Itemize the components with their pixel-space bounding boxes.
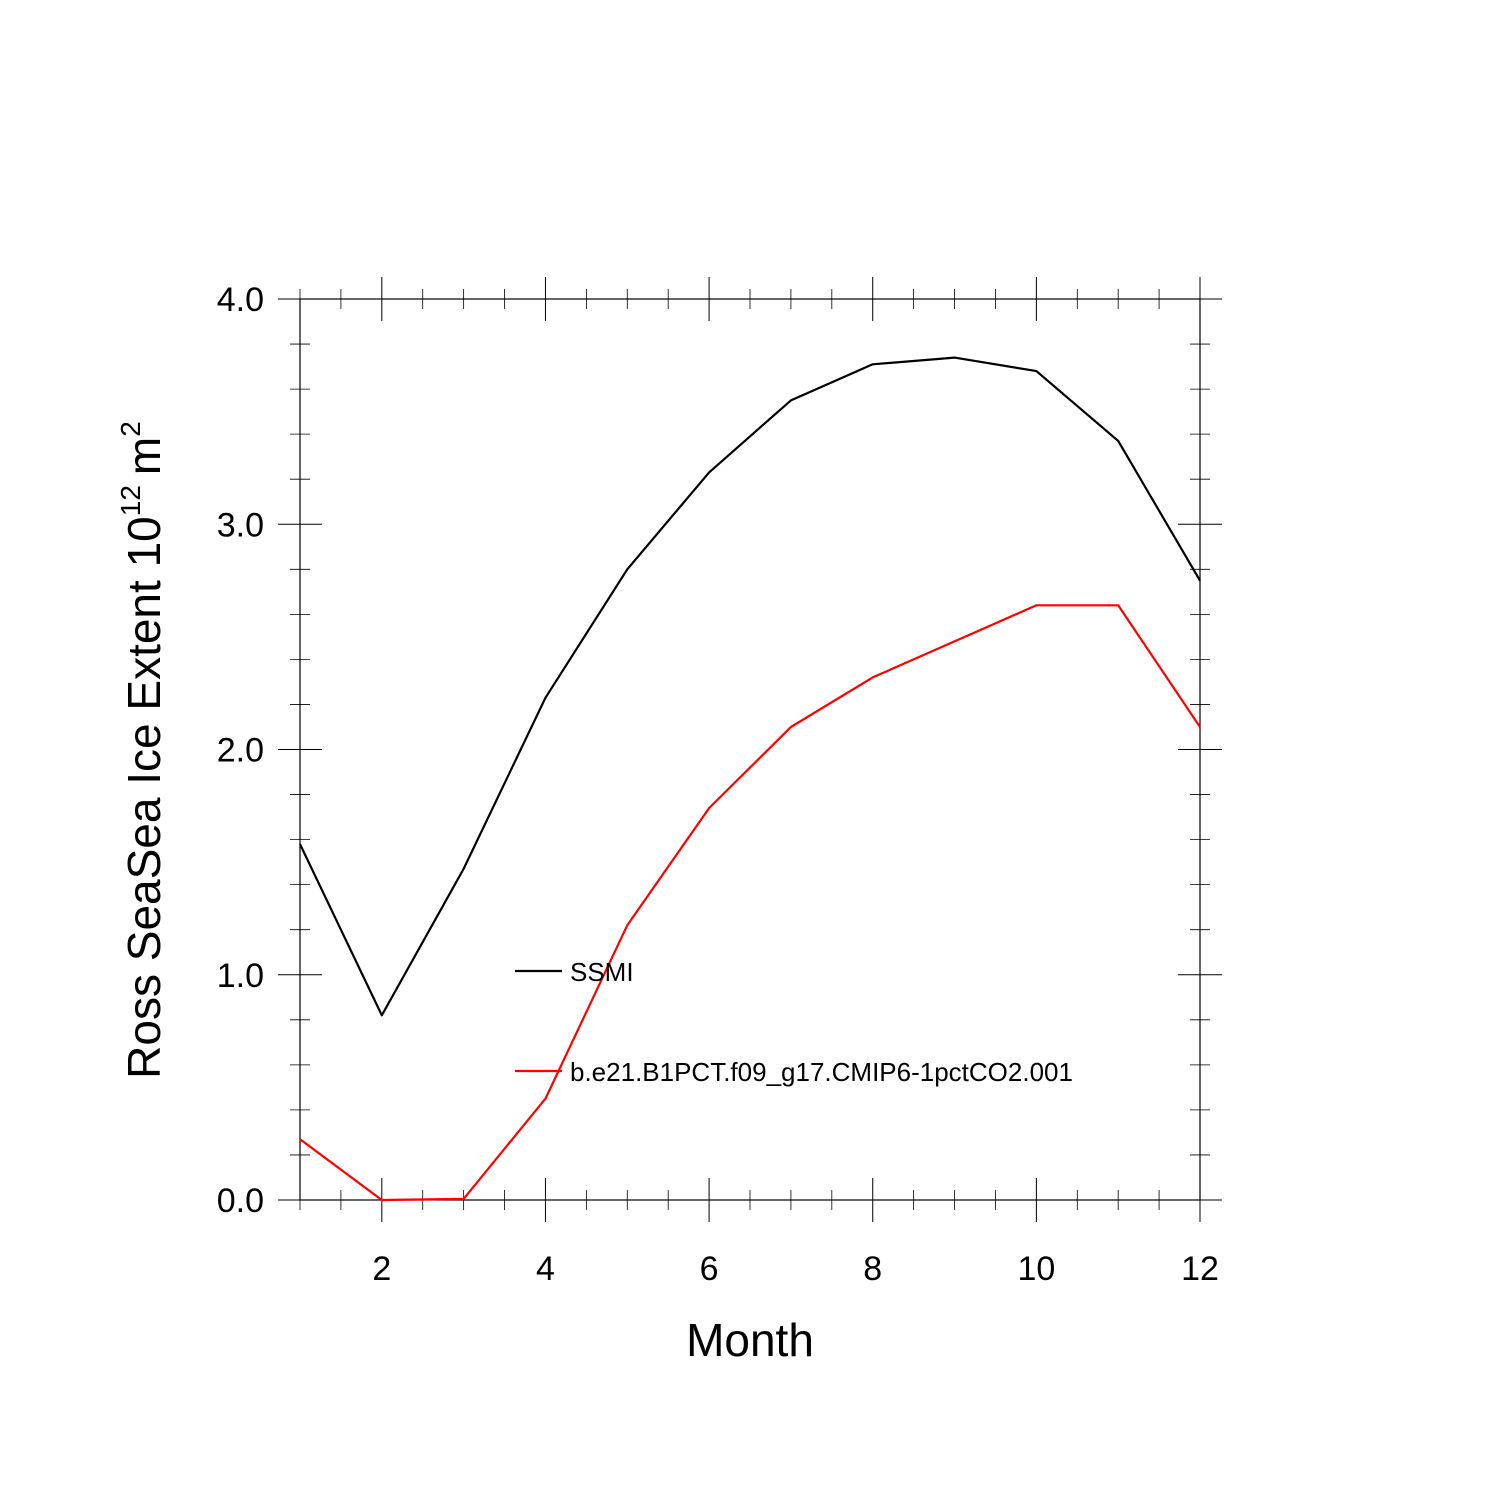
axis-ticks bbox=[278, 277, 1222, 1222]
y-tick-label: 1.0 bbox=[217, 957, 264, 995]
y-axis-title-unit-exponent: 2 bbox=[115, 421, 146, 437]
y-axis-title-exponent: 12 bbox=[115, 485, 146, 516]
y-tick-label: 3.0 bbox=[217, 506, 264, 544]
series-line-2 bbox=[299, 604, 1201, 1202]
y-tick-label: 0.0 bbox=[217, 1182, 264, 1220]
y-tick-label: 2.0 bbox=[217, 732, 264, 770]
axis-tick-labels: 2 4 6 8 10 12 0.0 1.0 2.0 3.0 4.0 bbox=[217, 281, 1219, 1288]
legend-label: b.e21.B1PCT.f09_g17.CMIP6-1pctCO2.001 bbox=[570, 1057, 1073, 1087]
x-tick-label: 2 bbox=[372, 1250, 391, 1288]
x-tick-label: 4 bbox=[536, 1250, 555, 1288]
y-axis-title-unit: m bbox=[118, 437, 170, 475]
series-line-1 bbox=[299, 356, 1201, 1017]
x-tick-label: 8 bbox=[863, 1250, 882, 1288]
x-tick-label: 12 bbox=[1181, 1250, 1219, 1288]
series-lines bbox=[299, 356, 1201, 1202]
y-axis-title: Ross SeaSea Ice Extent 1012 m2 bbox=[115, 421, 170, 1079]
y-tick-label: 4.0 bbox=[217, 281, 264, 319]
legend-label: SSMI bbox=[570, 957, 634, 987]
x-tick-label: 10 bbox=[1017, 1250, 1055, 1288]
x-tick-label: 6 bbox=[700, 1250, 719, 1288]
x-axis-title: Month bbox=[686, 1314, 814, 1366]
legend: SSMI b.e21.B1PCT.f09_g17.CMIP6-1pctCO2.00… bbox=[515, 957, 1073, 1087]
y-axis-title-text: Ross SeaSea Ice Extent 10 bbox=[118, 516, 170, 1079]
